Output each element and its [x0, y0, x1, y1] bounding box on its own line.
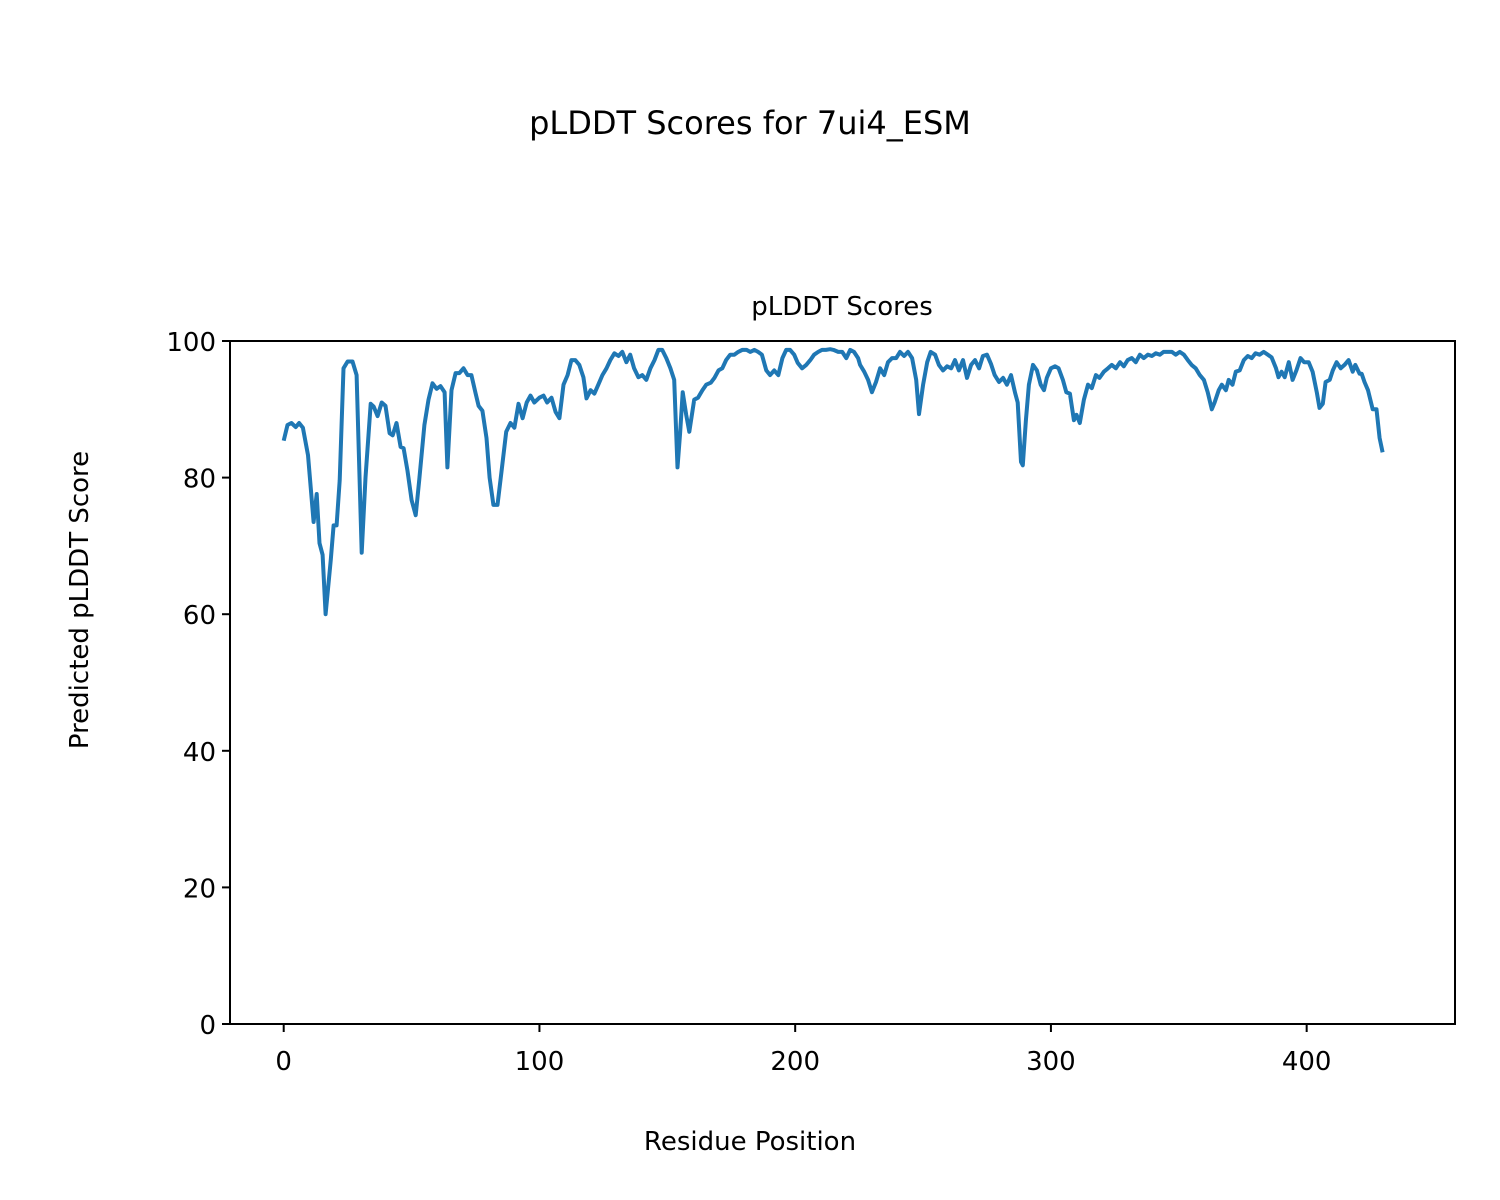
y-tick-label: 60	[183, 601, 216, 631]
x-tick-label: 100	[515, 1047, 565, 1077]
axes-title: pLDDT Scores	[751, 292, 933, 322]
plot-area	[281, 347, 1385, 617]
axes-frame	[229, 340, 1456, 1025]
x-tick-label: 0	[275, 1047, 292, 1077]
x-tick-label: 300	[1026, 1047, 1076, 1077]
y-tick-label: 80	[183, 465, 216, 495]
x-axis: 0 100 200 300 400	[275, 1024, 1331, 1077]
y-tick-label: 0	[199, 1011, 216, 1041]
y-axis: 0 20 40 60 80 100	[166, 328, 230, 1041]
y-tick-label: 40	[183, 738, 216, 768]
x-axis-label: Residue Position	[644, 1127, 856, 1157]
y-axis-label: Predicted pLDDT Score	[65, 451, 95, 749]
x-tick-label: 200	[770, 1047, 820, 1077]
y-tick-label: 20	[183, 874, 216, 904]
figure-suptitle: pLDDT Scores for 7ui4_ESM	[529, 104, 971, 142]
series-line-pLDDT	[281, 347, 1385, 617]
x-tick-label: 400	[1282, 1047, 1332, 1077]
y-tick-label: 100	[166, 328, 216, 358]
